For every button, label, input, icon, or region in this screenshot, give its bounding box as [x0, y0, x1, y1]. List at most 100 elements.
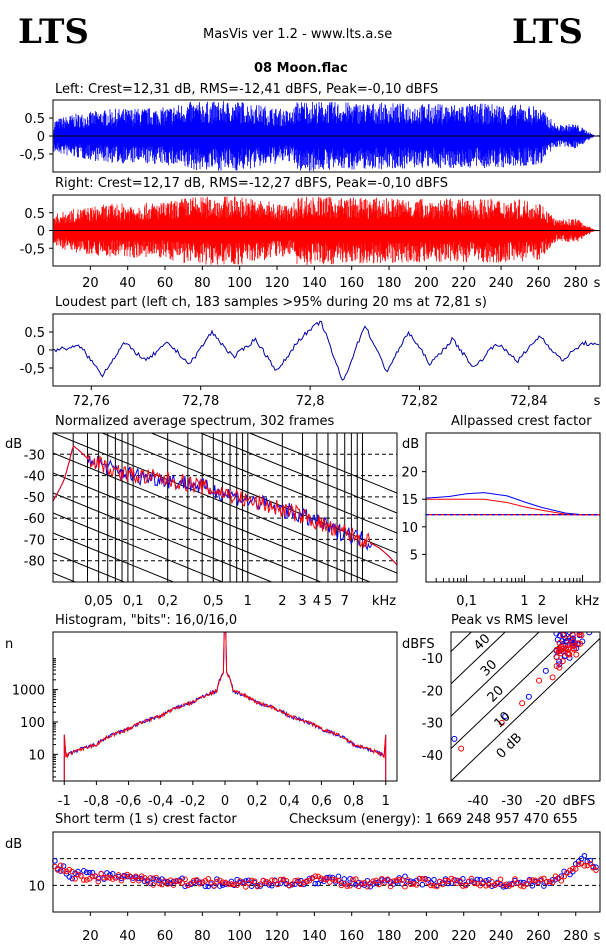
crest-right-point — [541, 875, 547, 882]
allpass-xtick-label: 0,1 — [456, 594, 477, 609]
peakrms-right-point — [556, 640, 563, 647]
crest-right-point — [104, 874, 110, 881]
crest-left-point — [541, 883, 547, 889]
crest-right-point — [572, 866, 579, 872]
crest-right-point — [170, 882, 177, 888]
peakrms-right-point — [519, 700, 526, 707]
crest-right-point — [222, 879, 229, 886]
crest-right-point — [130, 877, 136, 884]
crest-left-point — [69, 875, 76, 882]
right-wave-xtick-label: 60 — [157, 276, 174, 291]
crest-right-point — [196, 880, 203, 887]
crest-right-point — [269, 877, 275, 883]
peakrms-right-point — [570, 643, 577, 650]
right-wave-chart-ytick-label: 0.5 — [24, 207, 45, 222]
peakrms-plot — [451, 632, 600, 781]
crest-right-point — [416, 875, 423, 882]
crest-right-point — [101, 874, 107, 881]
crest-right-point — [289, 881, 295, 887]
crest-right-point — [512, 876, 518, 882]
peakrms-right-point — [558, 650, 565, 657]
loudest-xtick-label: 72,8 — [296, 394, 325, 409]
spectrum-ytick-label: -70 — [24, 533, 45, 548]
crest-right-point — [517, 882, 524, 889]
crest-right-point — [303, 878, 310, 884]
crest-right-point — [193, 877, 200, 883]
histogram-chart: n 1000 100 10 -1 -0,8 -0,6 -0,4 -0,2 0 0,2 0,4 0,6 0,… — [5, 631, 390, 809]
peakrms-left-point — [566, 632, 573, 635]
crest-right-point — [546, 878, 553, 885]
crest-right-point — [89, 873, 96, 880]
crest-left-point — [83, 869, 90, 876]
crest-left-point — [277, 880, 284, 887]
peakrms-right-point — [566, 635, 573, 642]
right-wave-xunit: s — [594, 276, 601, 291]
crest-right-point — [477, 882, 484, 889]
crest-left-point — [57, 868, 64, 874]
crest-right-point — [127, 873, 133, 880]
crest-right-point — [555, 875, 562, 881]
peakrms-right-point — [576, 632, 583, 635]
crest-left-point — [506, 881, 512, 887]
crest-right-point — [57, 862, 64, 869]
crest-left-point — [425, 876, 431, 883]
crest-right-point — [399, 877, 405, 883]
crest-right-point — [442, 877, 449, 884]
crest-left-point — [335, 873, 342, 880]
spectrum-slope-line — [248, 433, 397, 494]
crest-right-point — [176, 878, 183, 885]
file-title: 08 Moon.flac — [254, 61, 348, 76]
allpass-xtick-label: 2 — [538, 594, 546, 609]
histogram-xtick-label: -0,4 — [148, 794, 173, 809]
crest-right-point — [344, 883, 350, 889]
spectrum-ytick-label: -80 — [24, 555, 45, 570]
crest-right-point — [373, 877, 379, 884]
crest-left-point — [593, 864, 599, 870]
peakrms-right-point — [498, 719, 505, 726]
loudest-xtick-label: 72,76 — [73, 394, 110, 409]
right-wave-chart-ytick-label: 0 — [37, 225, 45, 240]
crest-right-point — [75, 871, 81, 878]
peakrms-right-point — [573, 651, 580, 658]
crest-right-point — [263, 878, 269, 885]
right-wave-title: Right: Crest=12,17 dB, RMS=-12,27 dBFS, … — [55, 176, 448, 191]
crest-right-point — [133, 873, 139, 880]
peakrms-right-point — [559, 658, 566, 665]
checksum-label: Checksum (energy): 1 669 248 957 470 655 — [289, 812, 578, 827]
crest-right-point — [465, 878, 472, 885]
crest-right-point — [63, 868, 70, 875]
crest-right-point — [483, 883, 489, 889]
crest-right-point — [173, 878, 180, 884]
crest-ylabel: dB — [5, 837, 22, 852]
peakrms-crest-line — [451, 637, 600, 781]
loudest-frame — [52, 313, 601, 387]
peakrms-right-point — [536, 677, 543, 684]
crest-xtick-label: 40 — [119, 929, 136, 944]
crest-right-point — [147, 875, 154, 881]
right-wave-xtick-label: 80 — [194, 276, 211, 291]
spectrum-xtick-label: 2 — [278, 594, 286, 609]
crest-right-point — [468, 875, 475, 882]
crest-right-point — [486, 882, 492, 888]
allpass-ytick-label: 10 — [401, 521, 418, 536]
crest-right-point — [153, 874, 159, 881]
crest-right-point — [234, 882, 240, 888]
crest-right-point — [286, 882, 293, 889]
crest-left-point — [63, 871, 70, 877]
right-wave-chart: 0.5 0 -0,5 — [20, 196, 600, 265]
crest-left-point — [164, 879, 171, 885]
spectrum-slope-line — [53, 552, 126, 582]
crest-right-point — [405, 877, 411, 883]
spectrum-ytick-label: -40 — [24, 470, 45, 485]
crest-left-point — [341, 876, 348, 882]
crest-xtick-label: 260 — [526, 929, 551, 944]
crest-right-point — [159, 881, 165, 888]
right-wave-xtick-label: 260 — [526, 276, 551, 291]
crest-left-point — [141, 878, 148, 885]
histogram-right-line — [63, 631, 387, 781]
crest-left-point — [156, 877, 162, 884]
crest-left-point — [445, 880, 452, 887]
spectrum-ytick-label: -60 — [24, 512, 45, 527]
histogram-title: Histogram, "bits": 16,0/16,0 — [55, 613, 238, 628]
crest-right-point — [379, 875, 385, 882]
